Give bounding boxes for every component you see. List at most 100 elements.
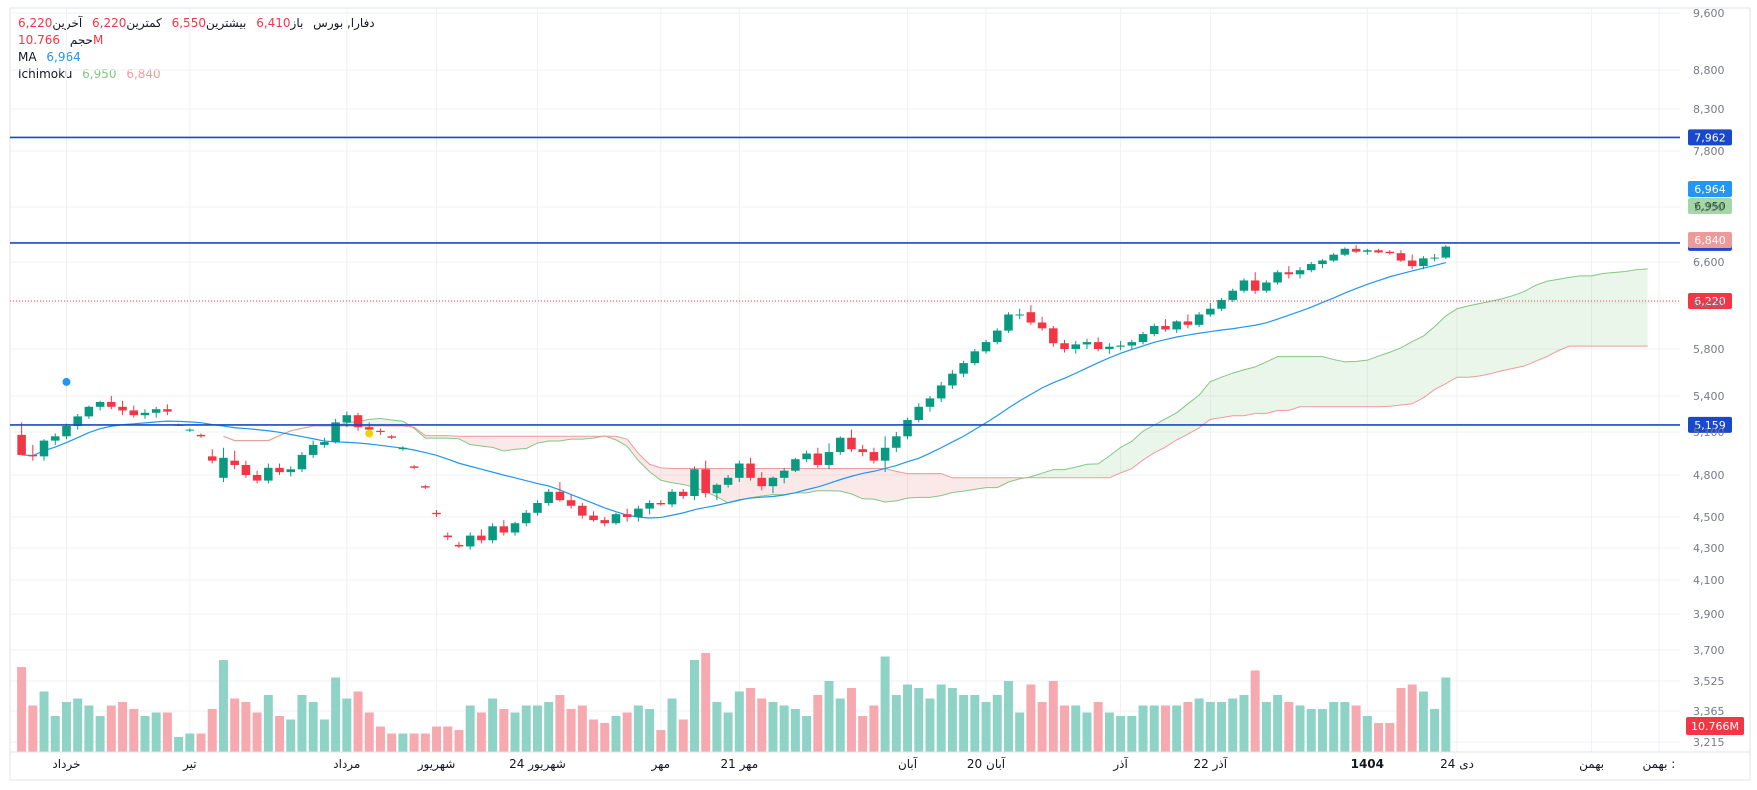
candle bbox=[1116, 340, 1125, 351]
candle bbox=[499, 520, 509, 536]
cloud-segment bbox=[1513, 291, 1525, 369]
volume-bar bbox=[308, 702, 318, 752]
cloud-segment bbox=[649, 464, 661, 481]
candle bbox=[802, 450, 811, 463]
candle bbox=[690, 466, 699, 501]
candle-body bbox=[1262, 282, 1271, 291]
volume-bar bbox=[286, 719, 296, 752]
close-label: آخرین bbox=[52, 16, 83, 30]
cloud-segment bbox=[907, 473, 919, 499]
volume-bar bbox=[1082, 712, 1092, 752]
cloud-segment bbox=[997, 477, 1009, 488]
price-tick-label: 9,600 bbox=[1693, 7, 1725, 20]
cloud-segment bbox=[1165, 412, 1177, 448]
cloud-segment bbox=[1591, 273, 1603, 347]
volume-bar bbox=[959, 695, 969, 752]
cloud-segment bbox=[929, 473, 942, 498]
price-tick-label: 4,100 bbox=[1693, 574, 1725, 587]
candle-body bbox=[656, 503, 666, 505]
cloud-segment bbox=[1468, 303, 1480, 378]
price-tick-label: 6,200 bbox=[1693, 297, 1725, 310]
cloud-segment bbox=[1266, 356, 1278, 414]
candle bbox=[903, 417, 912, 440]
candle-body bbox=[1273, 272, 1282, 283]
candle-body bbox=[1082, 342, 1092, 345]
candle bbox=[992, 328, 1002, 345]
candle-body bbox=[1385, 251, 1395, 254]
price-tick-label: 3,525 bbox=[1693, 675, 1725, 688]
volume-bar bbox=[532, 705, 542, 752]
volume-bar bbox=[252, 712, 262, 752]
candle-body bbox=[1127, 342, 1137, 346]
candles bbox=[17, 245, 1451, 550]
candle-body bbox=[712, 484, 722, 494]
candle-body bbox=[824, 452, 834, 465]
ma-row: MA 6,964 bbox=[18, 49, 375, 66]
candle-body bbox=[869, 452, 879, 461]
cloud-segment bbox=[1423, 326, 1435, 398]
price-tick-label: 4,800 bbox=[1693, 469, 1725, 482]
candle bbox=[140, 409, 150, 419]
candle-body bbox=[151, 409, 161, 413]
candle-body bbox=[1172, 321, 1181, 330]
candle-body bbox=[387, 436, 396, 438]
cloud-segment bbox=[1479, 301, 1491, 377]
cloud-segment bbox=[559, 436, 572, 441]
candle bbox=[1217, 297, 1226, 312]
volume-badge bbox=[1686, 717, 1744, 735]
price-tick-label: 4,300 bbox=[1693, 542, 1725, 555]
candle-body bbox=[118, 406, 127, 411]
volume-bar bbox=[858, 716, 868, 752]
candle bbox=[667, 489, 677, 508]
candle bbox=[62, 423, 71, 440]
candle bbox=[1284, 266, 1294, 279]
volume-bar bbox=[903, 684, 913, 752]
candle-body bbox=[73, 416, 82, 426]
indicator-badge bbox=[1688, 181, 1732, 197]
volume-bar bbox=[140, 716, 150, 752]
candle-body bbox=[264, 467, 273, 481]
price-tick-label: 5,400 bbox=[1693, 390, 1725, 403]
candle-body bbox=[802, 453, 811, 460]
indicator-badge-label: 6,964 bbox=[1694, 183, 1726, 196]
level-badge-label: 7,962 bbox=[1694, 131, 1726, 144]
volume-bar bbox=[488, 698, 498, 752]
volume-bar bbox=[95, 716, 105, 752]
candle bbox=[1407, 254, 1417, 270]
cloud-segment bbox=[425, 435, 437, 439]
candle bbox=[544, 489, 553, 506]
candle-body bbox=[230, 460, 239, 465]
candle-body bbox=[634, 508, 643, 517]
candle-body bbox=[544, 491, 553, 503]
candle-body bbox=[129, 410, 139, 416]
candle bbox=[678, 489, 688, 499]
event-marker-dot bbox=[365, 429, 374, 438]
candle bbox=[1374, 248, 1383, 254]
time-tick-label: تیر bbox=[182, 757, 197, 772]
candle bbox=[17, 422, 26, 455]
volume-bar bbox=[577, 705, 587, 752]
volume-bar bbox=[925, 698, 935, 752]
candle bbox=[914, 403, 924, 423]
candle bbox=[869, 447, 879, 464]
candle bbox=[331, 418, 340, 444]
candle bbox=[1149, 323, 1159, 337]
volume-bar bbox=[1037, 702, 1047, 752]
volume-bar bbox=[218, 660, 228, 752]
candle bbox=[779, 467, 789, 484]
candle-body bbox=[297, 454, 307, 470]
candle bbox=[1060, 339, 1069, 353]
volume-bar bbox=[353, 691, 363, 752]
cloud-segment bbox=[1243, 366, 1256, 416]
time-tick-label: مرداد bbox=[333, 757, 360, 772]
low-label: کمترین bbox=[126, 16, 162, 30]
volume-bar bbox=[185, 733, 195, 752]
time-tick-label: شهریور bbox=[417, 757, 456, 772]
volume-bar bbox=[1396, 688, 1406, 752]
candle bbox=[813, 447, 823, 468]
volume-bar bbox=[1003, 681, 1013, 752]
cloud-segment bbox=[1120, 441, 1132, 473]
candle bbox=[264, 463, 273, 484]
price-tick-label: 3,365 bbox=[1693, 705, 1725, 718]
